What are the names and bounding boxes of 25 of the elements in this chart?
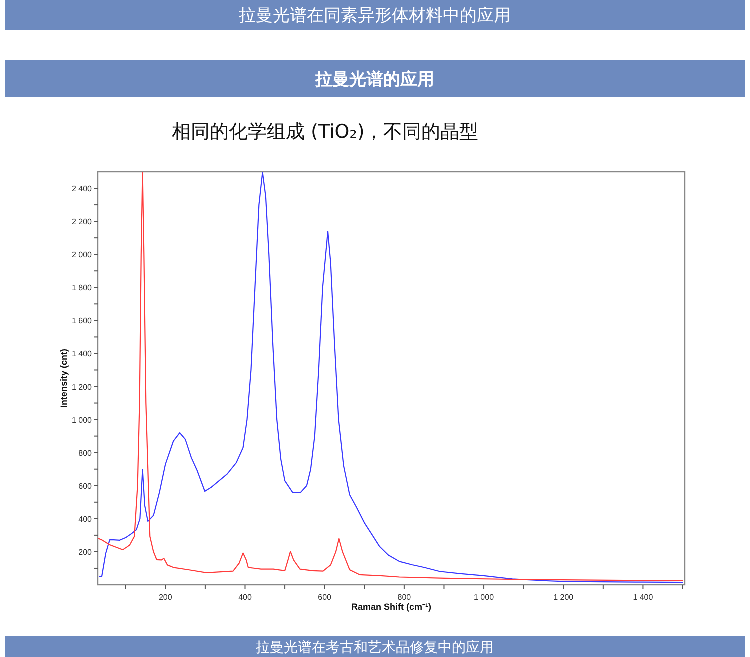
y-tick-label: 1 400 (72, 350, 93, 359)
x-tick-label: 1 200 (554, 593, 574, 602)
y-tick-label: 800 (78, 448, 93, 458)
y-tick-label: 1 600 (72, 316, 93, 326)
y-tick-label: 1 000 (72, 416, 93, 425)
x-axis-title: Raman Shift (cm⁻¹) (351, 602, 432, 612)
x-tick-label: 600 (318, 593, 332, 602)
y-tick-label: 2 000 (72, 250, 93, 260)
x-tick-label: 200 (158, 593, 173, 602)
chart-subtitle: 相同的化学组成 (TiO₂)，不同的晶型 (172, 121, 479, 143)
y-tick-label: 400 (78, 514, 93, 524)
chart-title: 拉曼光谱的应用 (314, 70, 434, 90)
y-tick-label: 600 (78, 482, 93, 491)
y-tick-label: 2 400 (72, 184, 93, 194)
y-tick-label: 1 200 (72, 382, 93, 392)
text: 拉曼光谱在考古和艺术品修复中的应用 (256, 640, 494, 656)
y-tick-label: 200 (78, 548, 93, 557)
y-tick-label: 1 800 (72, 284, 93, 293)
text: 拉曼光谱在同素异形体材料中的应用 (239, 6, 511, 26)
x-tick-label: 800 (398, 593, 412, 602)
y-tick-label: 2 200 (72, 218, 93, 227)
x-tick-label: 400 (238, 593, 252, 602)
y-axis-title: Intensity (cnt) (59, 348, 69, 408)
x-tick-label: 1 000 (474, 593, 495, 602)
x-tick-label: 1 400 (633, 593, 654, 602)
